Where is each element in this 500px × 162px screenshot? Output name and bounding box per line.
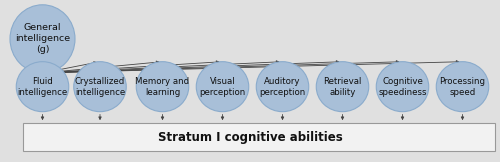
Text: Retrieval
ability: Retrieval ability	[324, 77, 362, 97]
Ellipse shape	[436, 62, 489, 112]
Text: Stratum I cognitive abilities: Stratum I cognitive abilities	[158, 131, 342, 144]
FancyBboxPatch shape	[22, 123, 495, 151]
Ellipse shape	[256, 62, 309, 112]
Text: Fluid
intelligence: Fluid intelligence	[18, 77, 68, 97]
Ellipse shape	[196, 62, 249, 112]
Ellipse shape	[16, 62, 69, 112]
Ellipse shape	[74, 62, 126, 112]
Ellipse shape	[316, 62, 369, 112]
Text: Crystallized
intelligence: Crystallized intelligence	[75, 77, 125, 97]
Ellipse shape	[376, 62, 429, 112]
Text: Auditory
perception: Auditory perception	[260, 77, 306, 97]
Ellipse shape	[10, 5, 75, 73]
Text: Processing
speed: Processing speed	[440, 77, 486, 97]
Text: Memory and
learning: Memory and learning	[136, 77, 190, 97]
Text: Visual
perception: Visual perception	[200, 77, 246, 97]
Ellipse shape	[136, 62, 189, 112]
Text: Cognitive
speediness: Cognitive speediness	[378, 77, 427, 97]
Text: General
intelligence
(g): General intelligence (g)	[15, 23, 70, 54]
